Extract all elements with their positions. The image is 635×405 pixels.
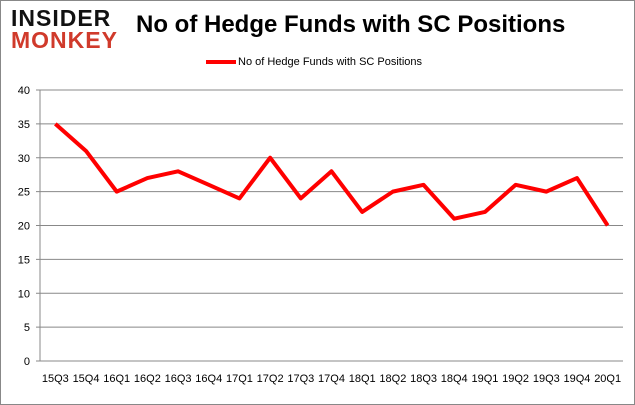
y-tick-label: 40 xyxy=(18,85,30,97)
x-tick-label: 17Q3 xyxy=(287,373,314,385)
x-tick-label: 17Q1 xyxy=(226,373,253,385)
x-tick-label: 19Q4 xyxy=(564,373,591,385)
legend-label: No of Hedge Funds with SC Positions xyxy=(238,56,423,68)
legend-swatch xyxy=(206,60,236,64)
series-line xyxy=(54,122,610,227)
y-tick-label: 35 xyxy=(18,119,30,131)
y-tick-label: 10 xyxy=(18,288,30,300)
x-tick-label: 20Q1 xyxy=(594,373,621,385)
x-tick-label: 16Q2 xyxy=(134,373,161,385)
x-tick-label: 16Q1 xyxy=(103,373,130,385)
x-tick-label: 19Q2 xyxy=(502,373,529,385)
x-tick-label: 18Q1 xyxy=(349,373,376,385)
logo-line2: MONKEY xyxy=(11,27,118,53)
chart-title: No of Hedge Funds with SC Positions xyxy=(136,11,566,38)
logo-line1: INSIDER xyxy=(11,5,112,31)
x-tick-label: 17Q2 xyxy=(257,373,284,385)
x-tick-label: 17Q4 xyxy=(318,373,345,385)
x-tick-label: 16Q3 xyxy=(165,373,192,385)
x-tick-label: 19Q3 xyxy=(533,373,560,385)
x-tick-label: 18Q3 xyxy=(410,373,437,385)
y-tick-label: 25 xyxy=(18,187,30,199)
y-tick-label: 5 xyxy=(24,322,30,334)
insider-monkey-logo: INSIDER MONKEY xyxy=(11,5,118,53)
x-tick-label: 18Q2 xyxy=(379,373,406,385)
y-tick-label: 30 xyxy=(18,153,30,165)
x-tick-label: 18Q4 xyxy=(441,373,468,385)
y-tick-label: 20 xyxy=(18,221,30,233)
x-tick-label: 15Q4 xyxy=(73,373,100,385)
legend: No of Hedge Funds with SC Positions xyxy=(206,56,422,68)
x-tick-label: 15Q3 xyxy=(42,373,69,385)
y-tick-label: 15 xyxy=(18,254,30,266)
x-tick-label: 16Q4 xyxy=(195,373,222,385)
y-tick-label: 0 xyxy=(24,356,30,368)
x-tick-label: 19Q1 xyxy=(471,373,498,385)
